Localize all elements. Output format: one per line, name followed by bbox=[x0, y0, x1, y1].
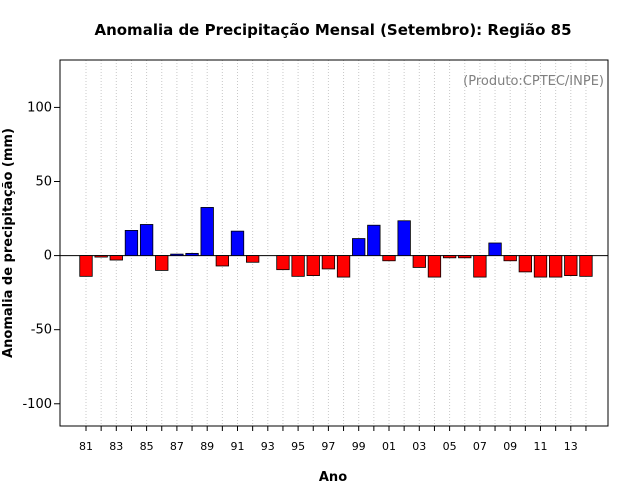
bar-91 bbox=[230, 230, 245, 256]
bar-85 bbox=[139, 224, 154, 256]
bar-88 bbox=[185, 252, 199, 256]
x-tick-label: 99 bbox=[352, 440, 366, 453]
bar-02 bbox=[397, 220, 411, 256]
x-tick-label: 05 bbox=[443, 440, 457, 453]
x-tick-label: 07 bbox=[473, 440, 487, 453]
bar-94 bbox=[276, 255, 290, 271]
bar-89 bbox=[200, 207, 214, 256]
bar-81 bbox=[79, 255, 93, 277]
x-tick-label: 89 bbox=[200, 440, 214, 453]
x-tick-label: 93 bbox=[261, 440, 275, 453]
x-axis-label: Ano bbox=[319, 470, 347, 485]
bar-82 bbox=[94, 255, 108, 258]
x-tick-label: 01 bbox=[382, 440, 396, 453]
y-tick-label: 0 bbox=[44, 249, 52, 264]
bar-06 bbox=[458, 255, 472, 259]
bar-14 bbox=[579, 255, 593, 277]
bar-07 bbox=[473, 255, 487, 278]
y-tick-label: -50 bbox=[31, 323, 52, 338]
bar-90 bbox=[215, 255, 230, 267]
x-tick-label: 03 bbox=[412, 440, 426, 453]
x-tick-label: 09 bbox=[503, 440, 517, 453]
y-axis-label: Anomalia de precipitação (mm) bbox=[1, 128, 16, 358]
x-tick-label: 95 bbox=[291, 440, 305, 453]
bar-09 bbox=[503, 255, 517, 262]
bar-98 bbox=[336, 255, 351, 278]
x-tick-label: 91 bbox=[231, 440, 245, 453]
bar-83 bbox=[109, 255, 123, 261]
bars bbox=[79, 207, 593, 278]
bar-87 bbox=[170, 253, 184, 256]
y-axis: -100 -50 0 50 100 bbox=[22, 100, 60, 412]
product-annotation: (Produto:CPTEC/INPE) bbox=[463, 74, 604, 89]
bar-96 bbox=[306, 255, 320, 276]
bar-01 bbox=[382, 255, 396, 262]
x-tick-label: 97 bbox=[321, 440, 335, 453]
bar-97 bbox=[321, 255, 336, 270]
x-tick-label: 11 bbox=[534, 440, 548, 453]
bar-13 bbox=[564, 255, 578, 276]
bar-04 bbox=[427, 255, 442, 278]
x-tick-label: 83 bbox=[109, 440, 123, 453]
bar-03 bbox=[412, 255, 426, 268]
bar-92 bbox=[245, 255, 260, 263]
bar-08 bbox=[488, 242, 502, 256]
y-tick-label: 50 bbox=[35, 175, 52, 190]
bar-12 bbox=[549, 255, 563, 278]
bar-95 bbox=[291, 255, 305, 277]
chart-title: Anomalia de Precipitação Mensal (Setembr… bbox=[94, 21, 571, 39]
vertical-gridlines bbox=[85, 60, 587, 426]
bar-84 bbox=[124, 230, 139, 256]
x-tick-label: 87 bbox=[170, 440, 184, 453]
bar-99 bbox=[352, 238, 366, 256]
x-tick-label: 85 bbox=[140, 440, 154, 453]
bar-00 bbox=[367, 224, 381, 256]
bar-86 bbox=[155, 255, 169, 271]
bar-10 bbox=[518, 255, 532, 273]
bar-11 bbox=[533, 255, 548, 278]
bar-05 bbox=[442, 255, 457, 259]
x-tick-label: 81 bbox=[79, 440, 93, 453]
x-axis: 81 83 85 87 89 91 93 95 97 99 01 03 05 07 09 11 13 bbox=[79, 426, 587, 453]
y-tick-label: -100 bbox=[22, 397, 52, 412]
x-tick-label: 13 bbox=[564, 440, 578, 453]
y-tick-label: 100 bbox=[27, 100, 52, 115]
plot-frame bbox=[59, 59, 609, 427]
